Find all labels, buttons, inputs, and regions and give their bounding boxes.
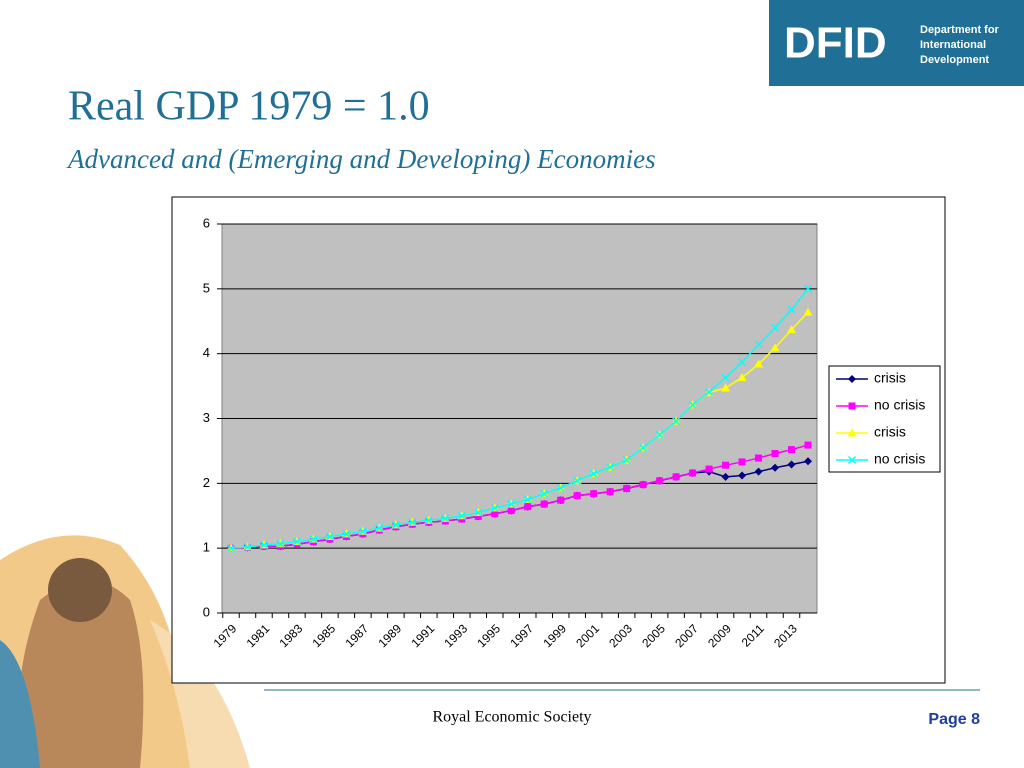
marker — [523, 495, 532, 504]
marker — [755, 454, 763, 462]
marker — [847, 428, 857, 437]
marker — [656, 477, 664, 485]
marker — [490, 503, 499, 513]
marker — [787, 305, 796, 314]
marker — [639, 481, 647, 489]
marker — [441, 514, 450, 523]
legend — [828, 365, 941, 473]
marker — [589, 469, 598, 478]
y-tick-label: 6 — [203, 215, 210, 230]
legend-label: no crisis — [874, 451, 925, 467]
marker — [573, 476, 582, 485]
marker — [738, 458, 746, 466]
marker — [226, 544, 236, 553]
y-tick-label: 0 — [203, 604, 210, 619]
y-tick-label: 2 — [203, 475, 210, 490]
marker — [623, 485, 631, 493]
marker — [738, 471, 747, 480]
marker — [424, 516, 433, 525]
footer: Royal Economic Society — [432, 709, 591, 726]
logo-line: International — [920, 39, 986, 51]
marker — [276, 539, 285, 548]
marker — [606, 488, 614, 496]
marker — [557, 496, 565, 504]
marker — [672, 417, 681, 426]
marker — [590, 490, 598, 498]
marker — [606, 463, 615, 472]
marker — [721, 383, 731, 392]
logo-line: Development — [920, 54, 989, 66]
marker — [622, 455, 631, 465]
marker — [803, 307, 813, 316]
slide-title: Real GDP 1979 = 1.0 — [68, 84, 430, 130]
marker — [770, 323, 780, 332]
marker — [292, 537, 301, 546]
marker — [259, 540, 269, 549]
marker — [787, 325, 797, 334]
legend-label: no crisis — [874, 397, 925, 413]
marker — [754, 467, 763, 476]
marker — [721, 472, 730, 481]
logo-mark: DFID — [784, 19, 887, 68]
logo-box — [769, 0, 1024, 86]
marker — [688, 400, 697, 409]
y-tick-label: 5 — [203, 280, 210, 295]
marker — [408, 518, 417, 527]
marker — [848, 402, 856, 410]
y-tick-label: 3 — [203, 410, 210, 425]
marker — [507, 507, 515, 515]
marker — [655, 430, 664, 439]
y-tick-label: 1 — [203, 540, 210, 555]
marker — [722, 461, 730, 469]
page-number: Page 8 — [928, 711, 980, 728]
slide-subtitle: Advanced and (Emerging and Developing) E… — [66, 144, 656, 174]
photo — [0, 535, 250, 768]
logo-line: Department for — [920, 24, 1000, 36]
marker — [721, 373, 730, 382]
marker — [491, 510, 499, 518]
marker — [540, 489, 549, 498]
marker — [705, 387, 714, 396]
marker — [771, 463, 780, 472]
marker — [474, 508, 483, 517]
marker — [770, 343, 780, 352]
legend-label: crisis — [874, 370, 906, 386]
marker — [737, 373, 747, 382]
legend-label: crisis — [874, 424, 906, 440]
marker — [524, 503, 532, 511]
marker — [457, 511, 466, 520]
marker — [243, 542, 252, 551]
marker — [754, 340, 763, 349]
marker — [639, 443, 648, 452]
marker — [754, 359, 764, 368]
marker — [787, 460, 796, 469]
marker — [375, 524, 384, 533]
marker — [573, 492, 581, 500]
marker — [738, 358, 747, 367]
marker — [309, 535, 318, 544]
marker — [803, 284, 813, 293]
marker — [689, 469, 697, 477]
marker — [848, 375, 856, 383]
marker — [507, 500, 516, 509]
marker — [474, 512, 482, 520]
marker — [672, 473, 680, 481]
marker — [847, 455, 857, 465]
marker — [342, 529, 351, 538]
marker — [804, 441, 812, 449]
marker — [804, 457, 812, 466]
marker — [540, 500, 548, 508]
marker — [788, 446, 796, 454]
marker — [358, 527, 367, 536]
y-tick-label: 4 — [203, 345, 210, 360]
marker — [556, 483, 565, 492]
marker — [325, 532, 334, 541]
marker — [391, 520, 400, 529]
marker — [705, 465, 713, 473]
marker — [771, 450, 779, 458]
